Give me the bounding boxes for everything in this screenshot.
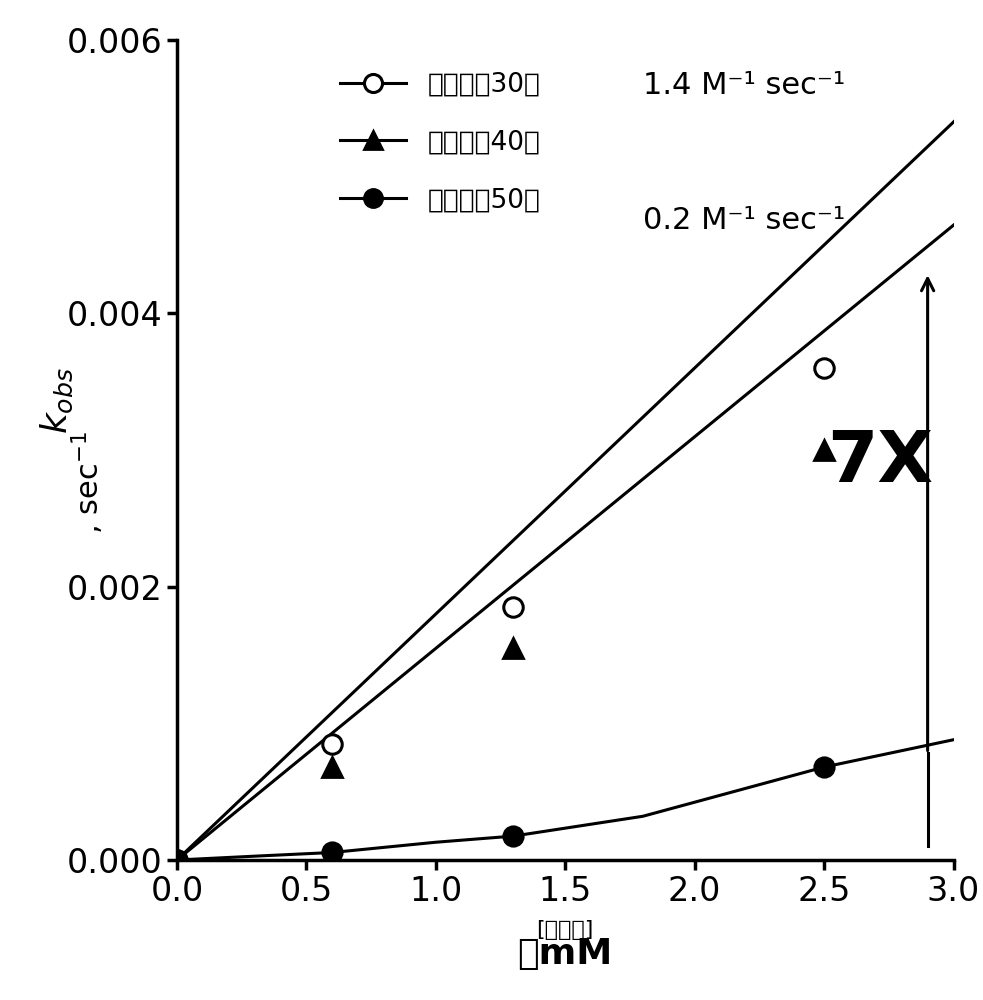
Text: 7X: 7X [827, 428, 933, 497]
Text: ，mM: ，mM [518, 937, 612, 971]
Text: 1.4 M⁻¹ sec⁻¹: 1.4 M⁻¹ sec⁻¹ [643, 71, 845, 100]
Text: , sec$^{-1}$: , sec$^{-1}$ [70, 431, 106, 534]
Text: 0.2 M⁻¹ sec⁻¹: 0.2 M⁻¹ sec⁻¹ [643, 206, 845, 235]
Text: [叠氮基]: [叠氮基] [537, 920, 594, 940]
Text: $k_{obs}$: $k_{obs}$ [38, 367, 75, 434]
Legend: 化合物（30）, 化合物（40）, 化合物（50）: 化合物（30）, 化合物（40）, 化合物（50） [330, 61, 551, 224]
